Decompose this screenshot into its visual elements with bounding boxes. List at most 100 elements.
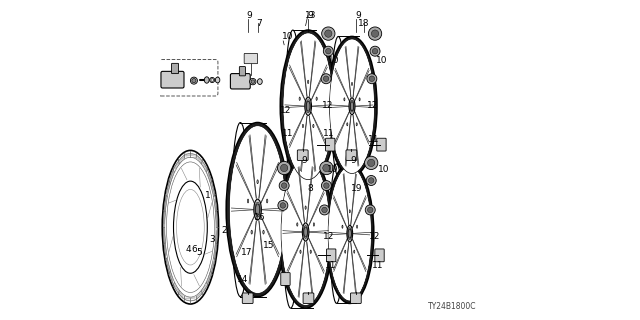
Ellipse shape xyxy=(264,161,265,164)
Text: 14: 14 xyxy=(237,276,248,284)
Ellipse shape xyxy=(306,261,307,264)
Ellipse shape xyxy=(173,181,207,273)
Ellipse shape xyxy=(262,255,263,258)
Ellipse shape xyxy=(295,261,296,264)
Text: 18: 18 xyxy=(358,19,369,28)
Text: 4: 4 xyxy=(186,245,191,254)
Ellipse shape xyxy=(245,149,246,152)
Ellipse shape xyxy=(367,74,377,84)
Ellipse shape xyxy=(295,146,296,148)
Ellipse shape xyxy=(295,43,296,45)
Ellipse shape xyxy=(354,250,355,253)
Ellipse shape xyxy=(299,293,300,296)
Ellipse shape xyxy=(241,255,242,258)
Ellipse shape xyxy=(295,75,296,77)
FancyBboxPatch shape xyxy=(377,138,386,151)
Ellipse shape xyxy=(369,27,381,40)
Ellipse shape xyxy=(256,137,257,140)
Ellipse shape xyxy=(327,36,377,176)
Ellipse shape xyxy=(347,225,353,242)
Ellipse shape xyxy=(299,146,300,148)
Text: 1: 1 xyxy=(205,191,210,200)
Ellipse shape xyxy=(365,156,378,170)
Ellipse shape xyxy=(304,179,305,181)
Ellipse shape xyxy=(308,157,309,159)
Ellipse shape xyxy=(365,205,375,215)
Text: 10: 10 xyxy=(376,56,388,65)
Ellipse shape xyxy=(254,199,261,220)
Ellipse shape xyxy=(293,168,294,171)
Ellipse shape xyxy=(295,157,296,159)
Ellipse shape xyxy=(256,173,257,176)
Ellipse shape xyxy=(295,53,296,56)
Ellipse shape xyxy=(258,137,259,140)
Ellipse shape xyxy=(300,261,301,264)
Ellipse shape xyxy=(258,161,259,164)
Text: 10: 10 xyxy=(378,165,390,174)
Text: 11: 11 xyxy=(368,135,380,144)
Ellipse shape xyxy=(300,179,301,181)
Ellipse shape xyxy=(310,146,311,148)
Ellipse shape xyxy=(297,293,298,296)
Ellipse shape xyxy=(278,161,291,175)
Ellipse shape xyxy=(299,64,300,66)
Ellipse shape xyxy=(291,168,292,171)
Ellipse shape xyxy=(347,123,348,126)
Ellipse shape xyxy=(243,173,244,176)
Ellipse shape xyxy=(255,204,260,215)
Ellipse shape xyxy=(300,168,301,171)
Ellipse shape xyxy=(299,179,300,181)
Ellipse shape xyxy=(299,261,300,264)
Ellipse shape xyxy=(313,223,314,226)
Ellipse shape xyxy=(326,48,331,54)
Text: 3: 3 xyxy=(209,235,215,244)
Ellipse shape xyxy=(297,272,298,274)
Ellipse shape xyxy=(345,250,346,253)
FancyBboxPatch shape xyxy=(375,249,384,262)
Ellipse shape xyxy=(299,190,300,192)
Ellipse shape xyxy=(306,190,307,192)
Ellipse shape xyxy=(350,102,354,111)
Ellipse shape xyxy=(245,161,246,164)
Ellipse shape xyxy=(314,168,315,170)
Ellipse shape xyxy=(295,283,296,285)
Ellipse shape xyxy=(297,75,298,77)
Ellipse shape xyxy=(281,31,335,181)
Text: 12: 12 xyxy=(280,106,291,115)
Ellipse shape xyxy=(310,136,311,138)
Ellipse shape xyxy=(312,157,313,159)
Ellipse shape xyxy=(262,161,263,164)
Ellipse shape xyxy=(302,190,303,192)
Ellipse shape xyxy=(342,225,343,228)
Ellipse shape xyxy=(245,173,246,176)
Ellipse shape xyxy=(307,101,310,111)
Ellipse shape xyxy=(349,210,350,213)
Ellipse shape xyxy=(297,146,298,148)
Text: 12: 12 xyxy=(367,101,378,110)
Ellipse shape xyxy=(262,149,263,152)
Ellipse shape xyxy=(204,77,209,83)
Ellipse shape xyxy=(260,173,261,176)
Ellipse shape xyxy=(324,30,332,37)
Ellipse shape xyxy=(326,164,373,303)
FancyBboxPatch shape xyxy=(303,293,314,303)
Ellipse shape xyxy=(243,243,244,246)
Ellipse shape xyxy=(281,159,330,305)
Ellipse shape xyxy=(256,243,257,246)
Ellipse shape xyxy=(312,43,313,45)
Ellipse shape xyxy=(314,64,315,66)
Ellipse shape xyxy=(295,190,296,192)
Ellipse shape xyxy=(291,283,292,285)
Text: 6: 6 xyxy=(191,245,197,254)
Ellipse shape xyxy=(260,149,261,152)
Ellipse shape xyxy=(191,77,198,84)
Ellipse shape xyxy=(299,136,300,138)
FancyBboxPatch shape xyxy=(351,293,361,303)
Ellipse shape xyxy=(310,250,311,253)
FancyBboxPatch shape xyxy=(172,63,179,74)
Ellipse shape xyxy=(264,255,265,258)
Ellipse shape xyxy=(367,159,375,166)
Ellipse shape xyxy=(227,123,289,297)
Ellipse shape xyxy=(254,255,255,258)
FancyBboxPatch shape xyxy=(244,53,258,64)
